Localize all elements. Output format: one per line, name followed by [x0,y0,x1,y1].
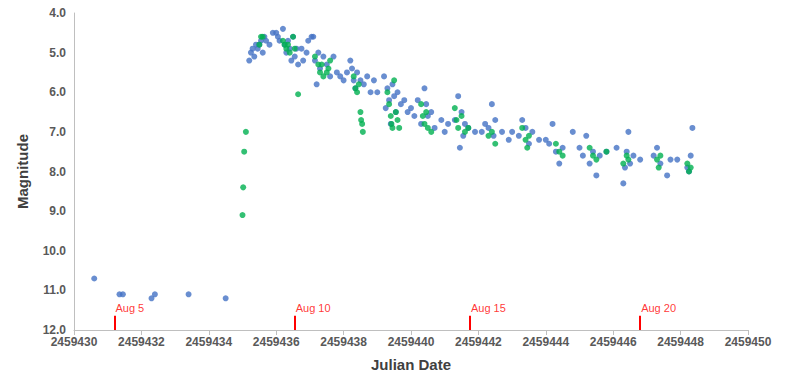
svg-text:Julian Date: Julian Date [371,356,451,373]
svg-text:2459450: 2459450 [725,335,772,349]
svg-text:2459442: 2459442 [455,335,502,349]
svg-text:10.0: 10.0 [43,244,67,258]
svg-text:6.0: 6.0 [49,85,66,99]
svg-text:Aug 15: Aug 15 [471,302,506,314]
svg-text:2459438: 2459438 [320,335,367,349]
svg-text:5.0: 5.0 [49,46,66,60]
svg-text:Aug 20: Aug 20 [641,302,676,314]
svg-text:2459448: 2459448 [657,335,704,349]
svg-text:2459440: 2459440 [388,335,435,349]
svg-text:2459430: 2459430 [51,335,98,349]
svg-text:Magnitude: Magnitude [14,134,31,209]
svg-text:Aug 10: Aug 10 [296,302,331,314]
svg-text:8.0: 8.0 [49,165,66,179]
svg-text:11.0: 11.0 [43,283,66,297]
svg-text:2459444: 2459444 [522,335,569,349]
svg-text:2459434: 2459434 [185,335,232,349]
svg-text:9.0: 9.0 [49,204,66,218]
svg-text:7.0: 7.0 [49,125,66,139]
svg-text:4.0: 4.0 [49,6,66,20]
svg-text:2459436: 2459436 [253,335,300,349]
svg-text:12.0: 12.0 [42,323,66,337]
svg-text:2459432: 2459432 [118,335,165,349]
svg-text:2459446: 2459446 [590,335,637,349]
svg-text:Aug 5: Aug 5 [115,302,144,314]
